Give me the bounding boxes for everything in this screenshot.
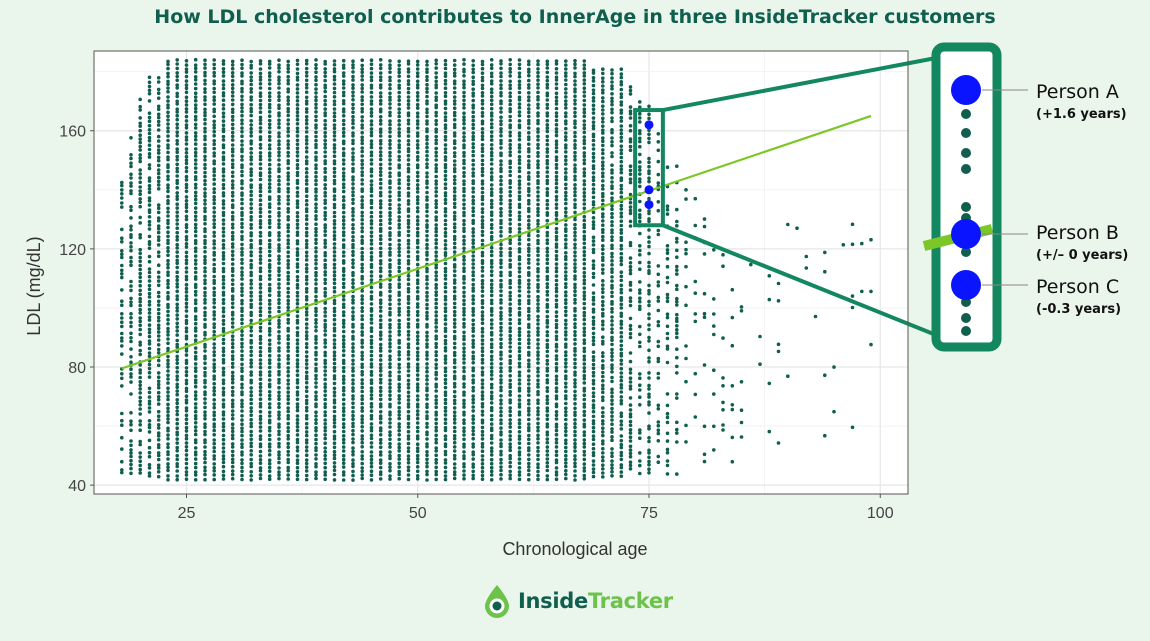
logo-text-inside: Inside: [518, 589, 588, 613]
logo-text-tracker: Tracker: [587, 589, 673, 613]
person-name-label: Person B: [1036, 222, 1119, 244]
scatter-point-cloud: [120, 57, 873, 482]
person-delta-label: (+1.6 years): [1036, 107, 1127, 122]
person-name-label: Person C: [1036, 276, 1119, 298]
callout-panel: Person A (+1.6 years) Person B (+/– 0 years…: [922, 42, 1128, 352]
zoom-box: [633, 108, 665, 228]
y-tick-label: 160: [59, 124, 86, 141]
callout-small-dot: [961, 202, 971, 212]
trend-line: [121, 114, 872, 370]
connector-bottom: [662, 223, 937, 337]
insidetracker-logo: InsideTracker: [482, 583, 673, 619]
person-delta-label: (-0.3 years): [1036, 302, 1121, 317]
x-tick-label: 50: [409, 505, 427, 522]
x-tick-label: 25: [178, 505, 196, 522]
callout-person-dot: [951, 75, 981, 105]
callout-person-dot: [951, 270, 981, 300]
chart-title: How LDL cholesterol contributes to Inner…: [154, 6, 996, 28]
highlight-point: [644, 120, 654, 130]
callout-dots: [922, 75, 994, 336]
y-axis-ticks: 40 80 120 160: [59, 124, 94, 495]
callout-small-dot: [961, 313, 971, 323]
y-tick-label: 80: [68, 360, 86, 377]
x-axis-ticks: 25 50 75 100: [178, 494, 894, 522]
person-delta-label: (+/– 0 years): [1036, 248, 1128, 263]
x-axis-label: Chronological age: [502, 539, 647, 559]
x-tick-label: 75: [640, 505, 658, 522]
callout-small-dot: [961, 164, 971, 174]
y-tick-label: 40: [68, 478, 86, 495]
callout-labels: Person A (+1.6 years) Person B (+/– 0 years…: [982, 81, 1128, 317]
highlighted-points: [644, 120, 654, 210]
callout-small-dot: [961, 148, 971, 158]
callout-person-dot: [951, 219, 981, 249]
x-tick-label: 100: [867, 505, 894, 522]
callout-small-dot: [961, 128, 971, 138]
plot-border: [93, 50, 909, 495]
droplet-logo-icon: [485, 585, 509, 618]
highlight-point: [644, 200, 654, 210]
scatter-points: [120, 57, 873, 482]
y-tick-label: 120: [59, 242, 86, 259]
zoom-connector-lines: [662, 56, 937, 337]
callout-small-dot: [961, 109, 971, 119]
callout-small-dot: [961, 247, 971, 257]
logo-wordmark: InsideTracker: [518, 589, 673, 613]
callout-small-dot: [961, 326, 971, 336]
person-name-label: Person A: [1036, 81, 1119, 103]
callout-frame: [931, 42, 1002, 352]
y-axis-label: LDL (mg/dL): [24, 236, 44, 335]
highlight-point: [644, 185, 654, 195]
connector-top: [662, 56, 937, 113]
